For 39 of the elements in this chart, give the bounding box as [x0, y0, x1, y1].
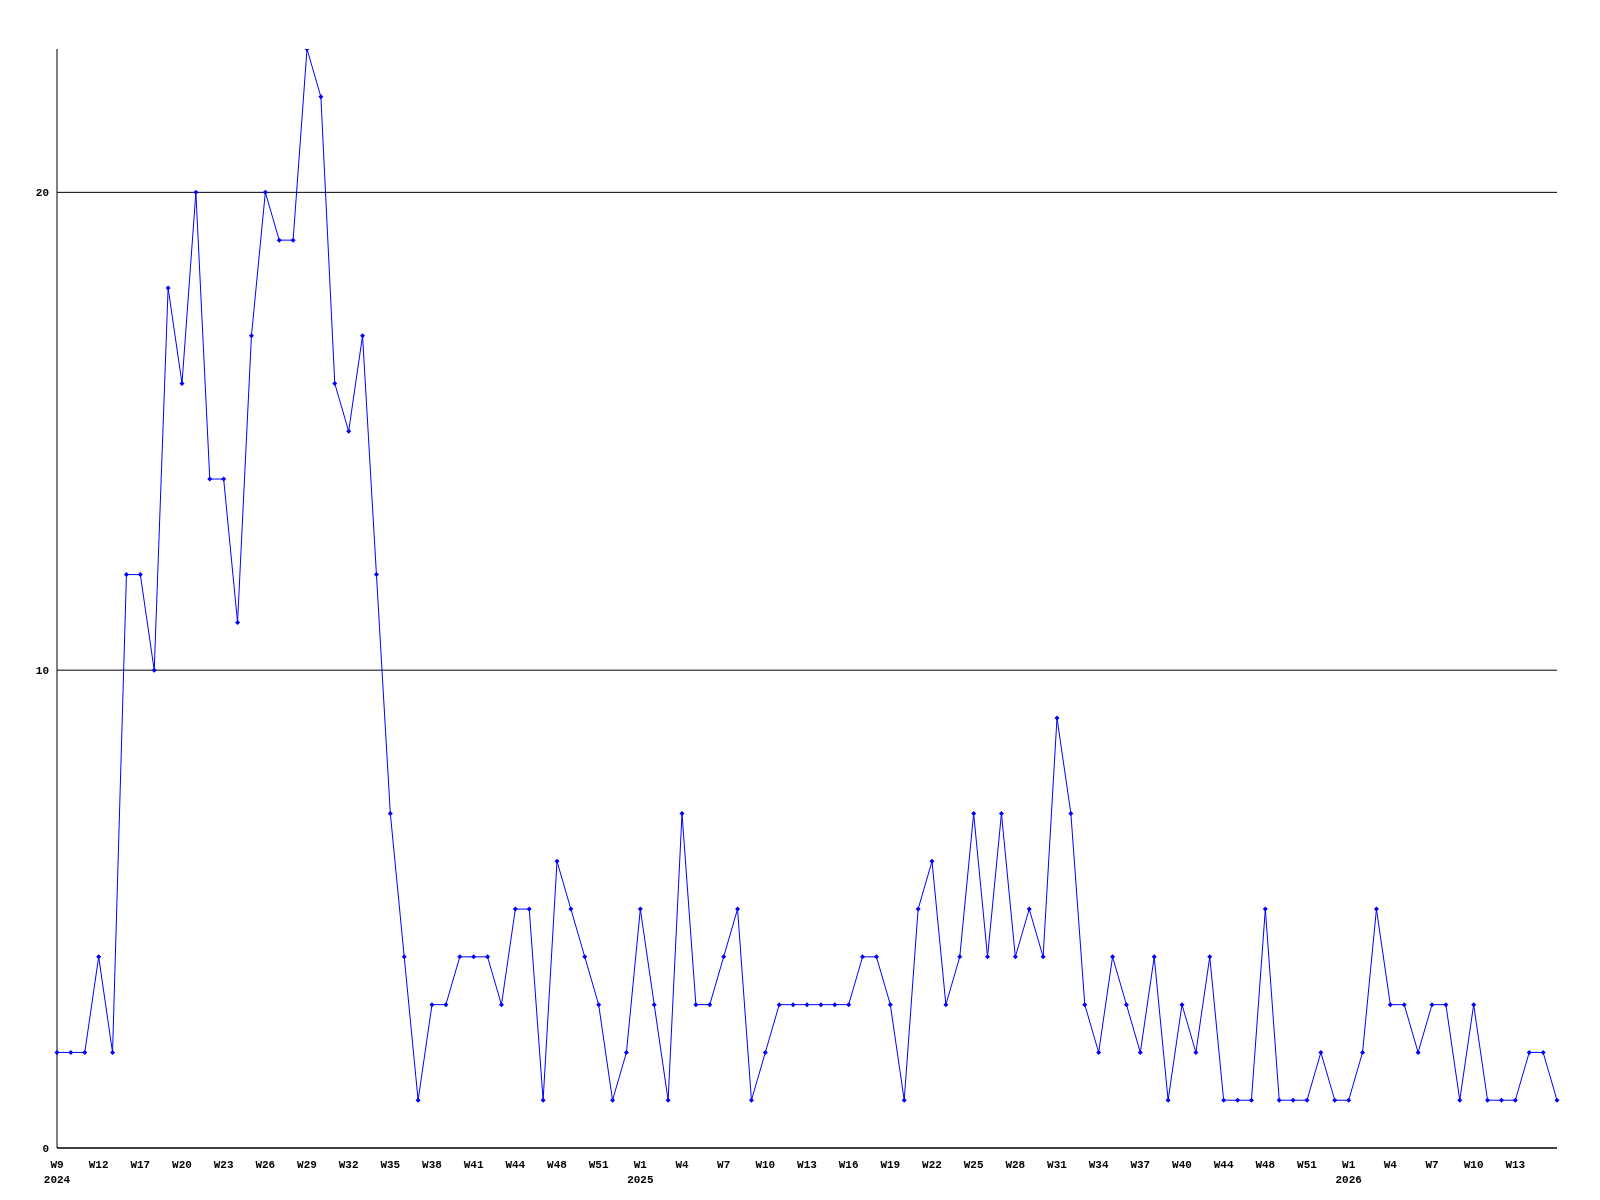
x-tick-label: W10: [1463, 1159, 1484, 1171]
x-tick-label: W10: [755, 1159, 776, 1171]
y-tick-label: 0: [42, 1142, 49, 1155]
x-tick-label: W23: [213, 1159, 234, 1171]
x-tick-label: W40: [1172, 1159, 1192, 1171]
x-tick-label: W35: [380, 1159, 401, 1171]
x-tick-label: W51: [588, 1159, 609, 1171]
x-tick-label: W44: [505, 1159, 526, 1171]
x-tick-label: W32: [338, 1159, 359, 1171]
x-tick-label: W51: [1297, 1159, 1318, 1171]
x-tick-label: W41: [463, 1159, 484, 1171]
x-tick-label: W38: [422, 1159, 443, 1171]
x-tick-label: W28: [1005, 1159, 1026, 1171]
x-tick-label: W34: [1088, 1159, 1109, 1171]
x-tick-label: W44: [1213, 1159, 1234, 1171]
x-tick-label: W48: [547, 1159, 568, 1171]
x-tick-label: W13: [1505, 1159, 1526, 1171]
x-tick-label: W16: [838, 1159, 859, 1171]
x-tick-label: W37: [1130, 1159, 1151, 1171]
x-tick-label: W25: [963, 1159, 984, 1171]
y-tick-label: 20: [35, 187, 49, 200]
x-tick-label: W1 2026: [1335, 1159, 1362, 1186]
x-tick-label: W20: [172, 1159, 192, 1171]
x-tick-label: W7: [717, 1159, 731, 1171]
y-tick-label: 10: [35, 665, 49, 678]
x-tick-label: W29: [297, 1159, 317, 1171]
x-tick-label: W4: [1383, 1159, 1398, 1171]
x-tick-label: W9 2024: [43, 1159, 71, 1186]
x-tick-label: W26: [255, 1159, 276, 1171]
x-tick-label: W7: [1425, 1159, 1439, 1171]
x-tick-label: W1 2025: [627, 1159, 654, 1186]
x-tick-label: W31: [1047, 1159, 1068, 1171]
x-tick-label: W19: [880, 1159, 901, 1171]
x-tick-label: W48: [1255, 1159, 1276, 1171]
x-tick-label: W12: [88, 1159, 109, 1171]
x-tick-label: W13: [797, 1159, 818, 1171]
x-tick-label: W22: [922, 1159, 942, 1171]
x-tick-label: W17: [130, 1159, 151, 1171]
x-tick-label: W4: [675, 1159, 689, 1171]
